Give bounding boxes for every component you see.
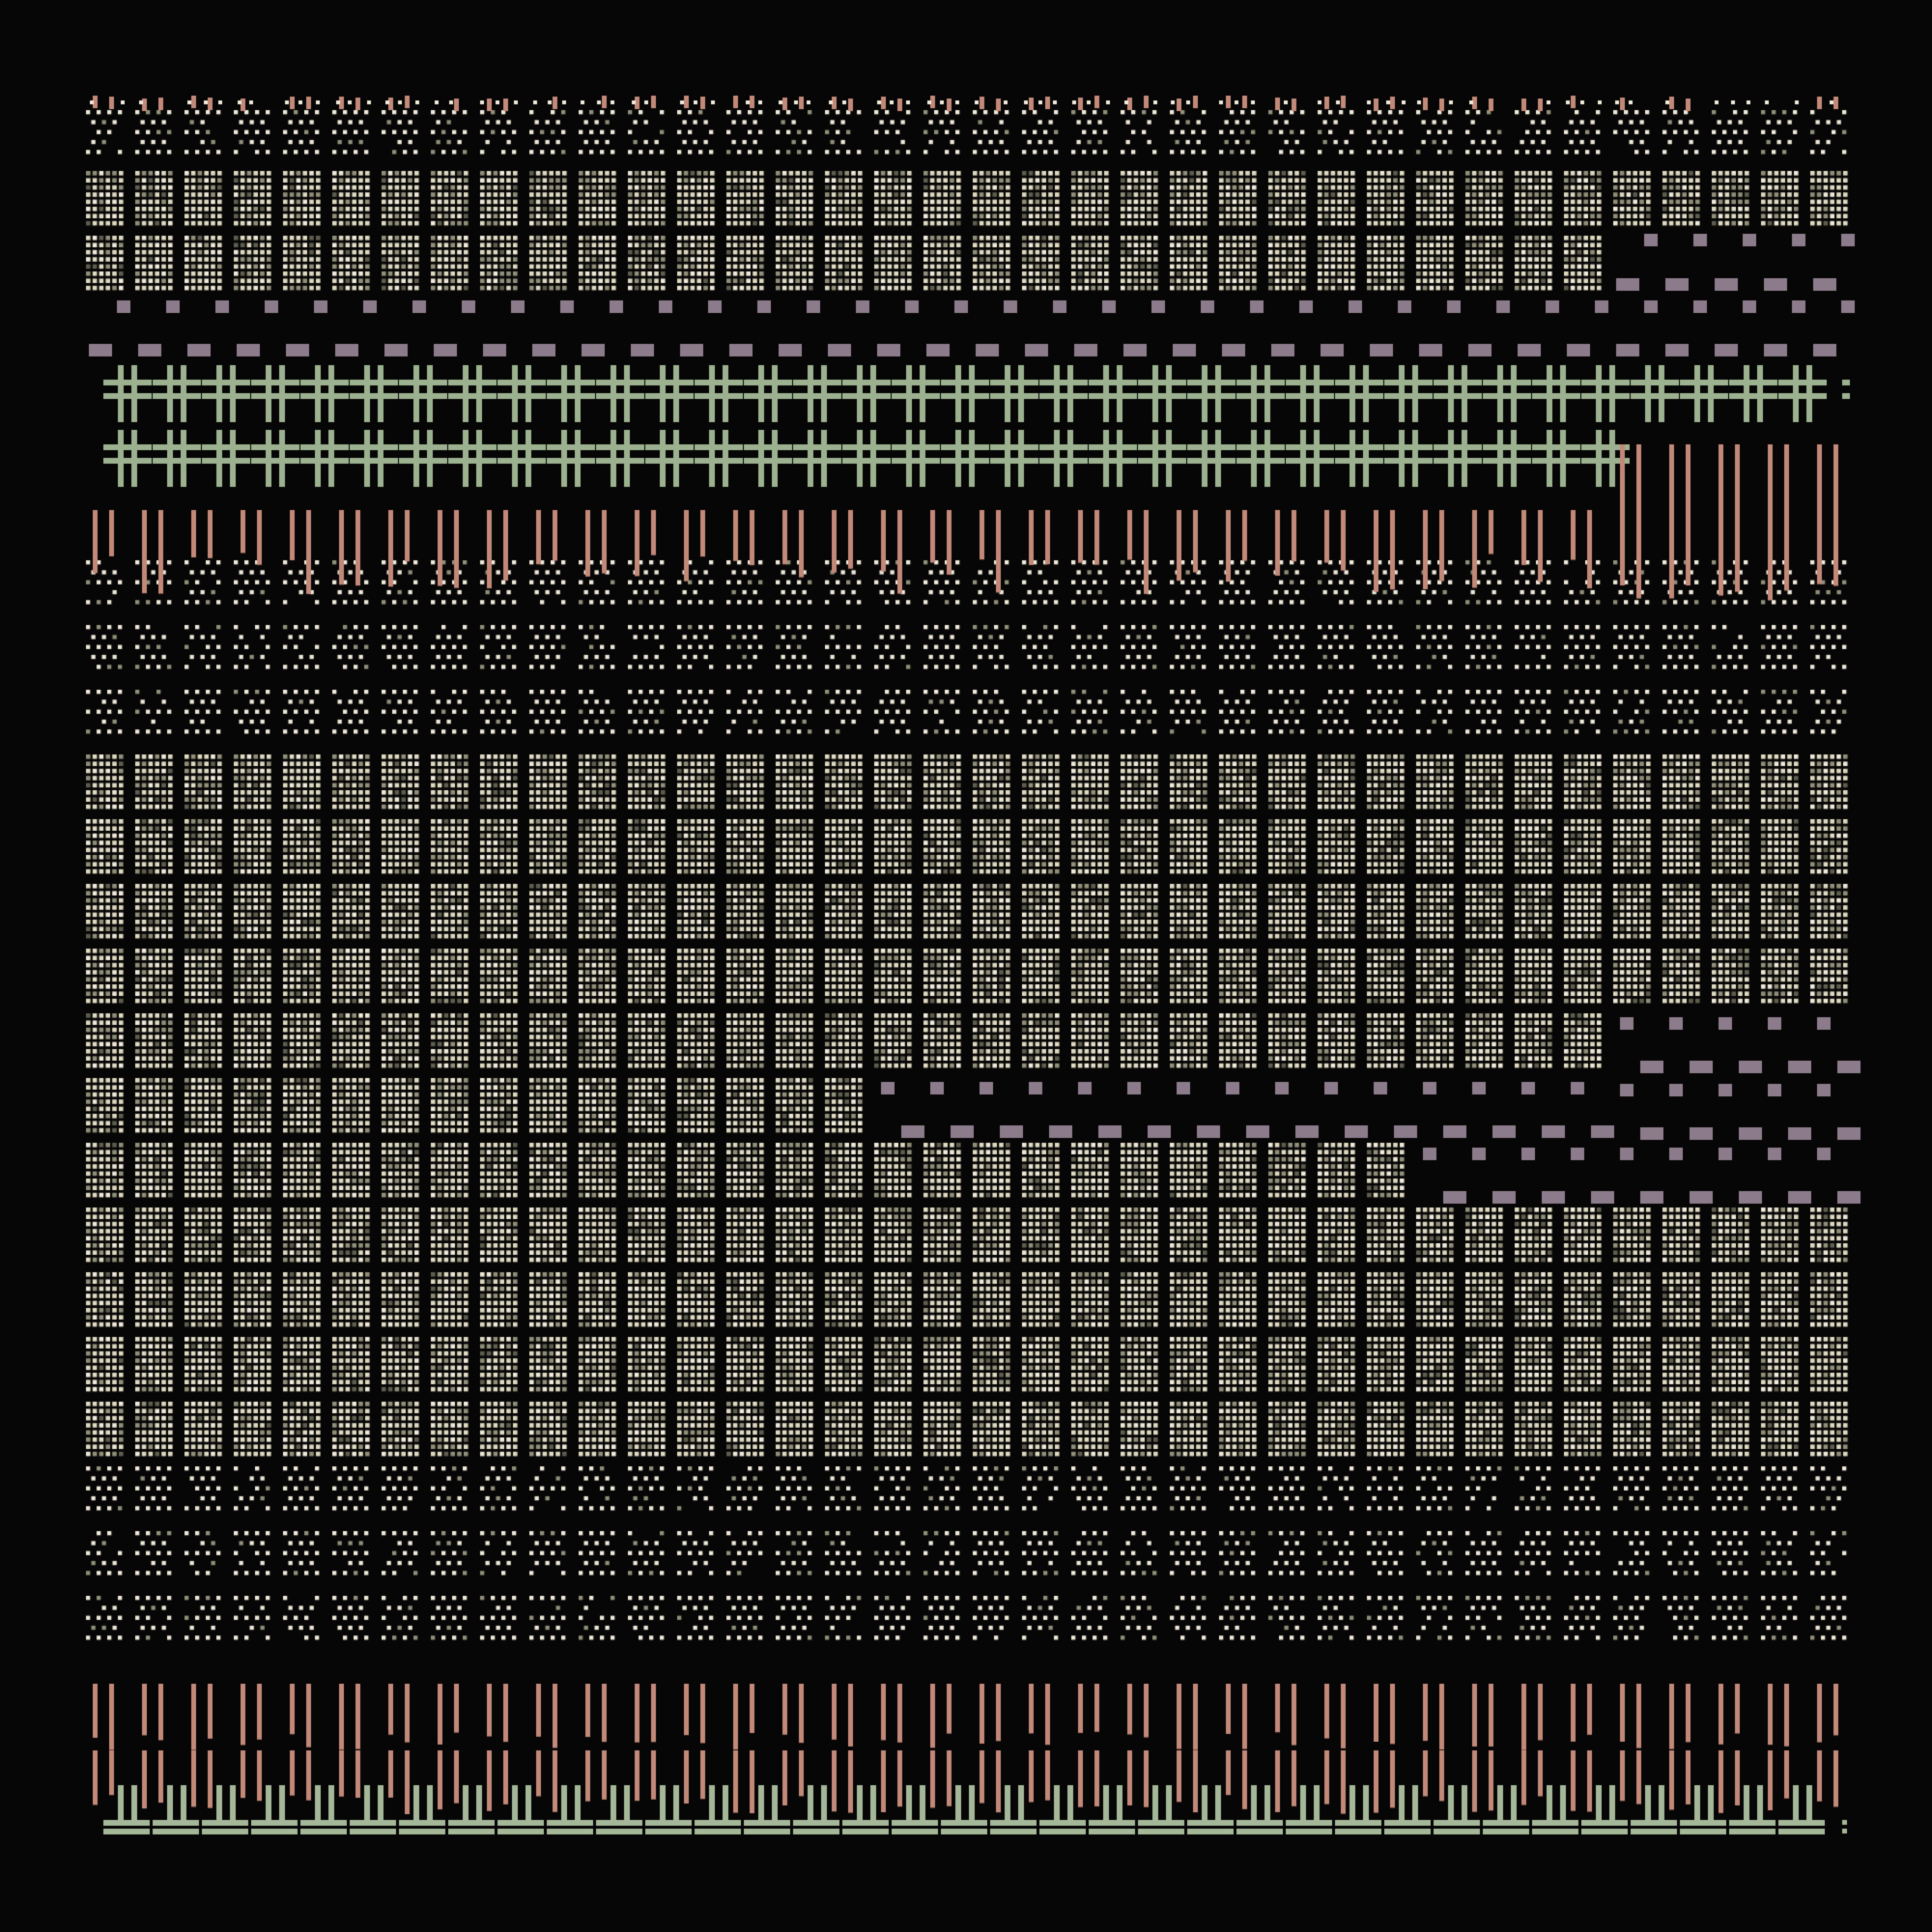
artwork-frame [0,0,1932,1932]
generative-artwork-canvas [0,0,1932,1932]
